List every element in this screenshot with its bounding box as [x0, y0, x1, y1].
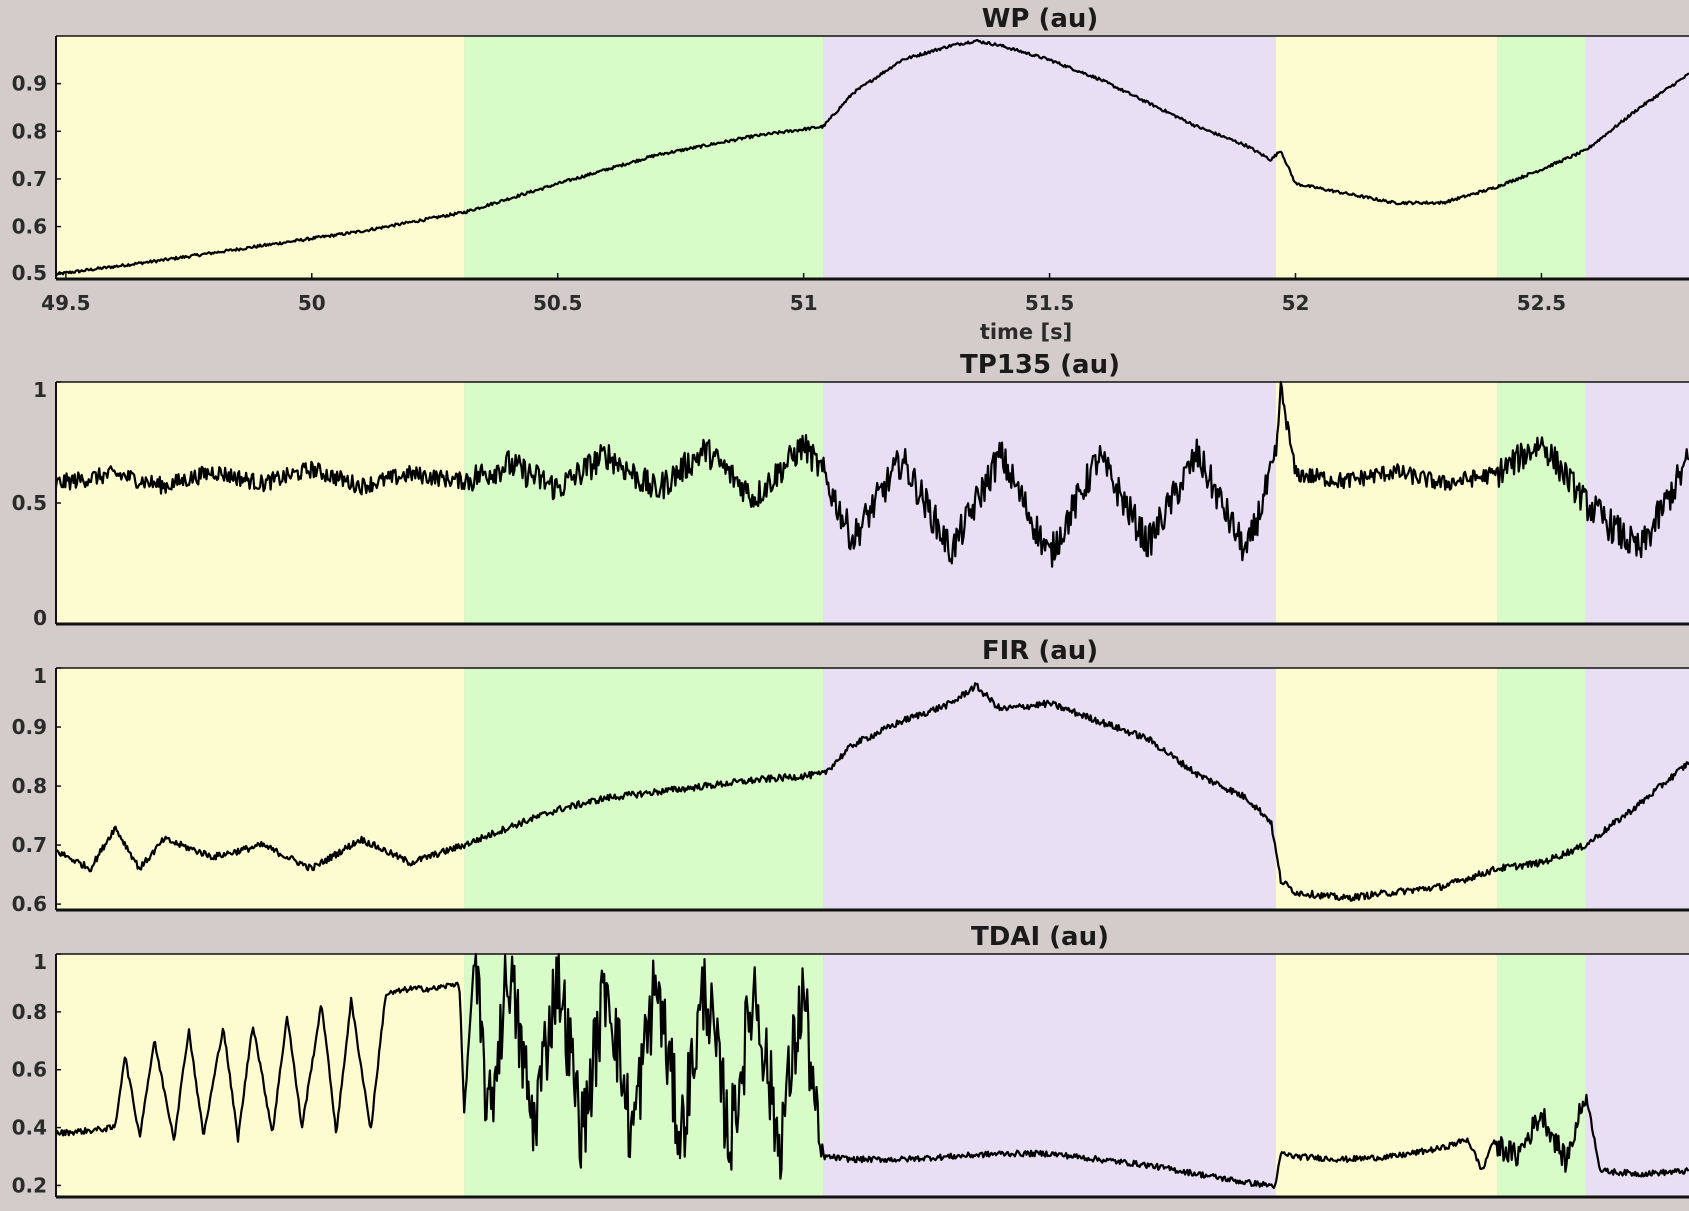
y-tick-label: 0.8: [12, 119, 47, 143]
y-tick-label: 0.2: [12, 1173, 47, 1197]
y-tick-label: 0.6: [12, 892, 47, 916]
regime-band-4: [1275, 954, 1498, 1197]
regime-band-1: [56, 36, 465, 279]
panel-title: WP (au): [982, 4, 1099, 34]
y-tick-label: 0.7: [12, 833, 47, 857]
y-tick-label: 0.8: [12, 1000, 47, 1024]
trace-tp135: [54, 380, 1689, 568]
regime-band-1: [56, 954, 465, 1197]
x-axis-label: time [s]: [980, 320, 1072, 344]
x-tick-label: 50: [298, 291, 326, 315]
regime-band-3: [823, 668, 1276, 910]
panel-fir: FIR (au) 0.6 0.7 0.8 0.9 1: [12, 636, 1689, 916]
y-tick-label: 0.9: [12, 715, 47, 739]
regime-band-5: [1497, 954, 1586, 1197]
regime-band-2: [464, 668, 824, 910]
y-tick-label: 0.5: [12, 491, 47, 515]
x-tick-label: 52: [1282, 291, 1310, 315]
y-tick-label: 1: [33, 378, 47, 402]
panel-tdai: TDAI (au) 0.2 0.4 0.6 0.8 1: [12, 922, 1689, 1199]
regime-band-1: [56, 382, 465, 624]
regime-band-3: [823, 382, 1276, 624]
trace-tdai: [54, 952, 1689, 1190]
x-tick-label: 50.5: [533, 291, 582, 315]
regime-band-2: [464, 382, 824, 624]
y-tick-label: 0.4: [12, 1116, 47, 1140]
y-tick-label: 0.7: [12, 167, 47, 191]
trace-fir: [55, 682, 1689, 902]
regime-band-2: [464, 36, 824, 279]
regime-band-6: [1585, 36, 1689, 279]
y-tick-label: 1: [33, 950, 47, 974]
x-tick-label: 51: [790, 291, 818, 315]
regime-band-3: [823, 36, 1276, 279]
panel-title: FIR (au): [982, 636, 1098, 666]
y-tick-label: 0.6: [12, 1058, 47, 1082]
panel-tp135: TP135 (au) 0 0.5 1: [12, 350, 1689, 630]
regime-band-4: [1275, 668, 1498, 910]
regime-band-6: [1585, 668, 1689, 910]
panel-wp: WP (au) 0.5 0.6 0.7 0.8 0.9 49.5 50 50.5 51 51.5 52…: [12, 4, 1689, 344]
regime-band-6: [1585, 954, 1689, 1197]
panel-title: TDAI (au): [971, 922, 1109, 952]
y-tick-label: 0.8: [12, 774, 47, 798]
x-tick-label: 51.5: [1025, 291, 1074, 315]
regime-band-5: [1497, 668, 1586, 910]
trace-wp: [55, 38, 1689, 276]
regime-band-1: [56, 668, 465, 910]
x-tick-label: 52.5: [1517, 291, 1566, 315]
y-tick-label: 0.6: [12, 215, 47, 239]
regime-band-5: [1497, 382, 1586, 624]
x-tick-label: 49.5: [41, 291, 90, 315]
y-tick-label: 0.5: [12, 261, 47, 285]
y-tick-label: 1: [33, 664, 47, 688]
regime-band-4: [1275, 36, 1498, 279]
y-tick-label: 0.9: [12, 72, 47, 96]
y-tick-label: 0: [33, 606, 47, 630]
regime-band-4: [1275, 382, 1498, 624]
panel-title: TP135 (au): [960, 350, 1120, 380]
